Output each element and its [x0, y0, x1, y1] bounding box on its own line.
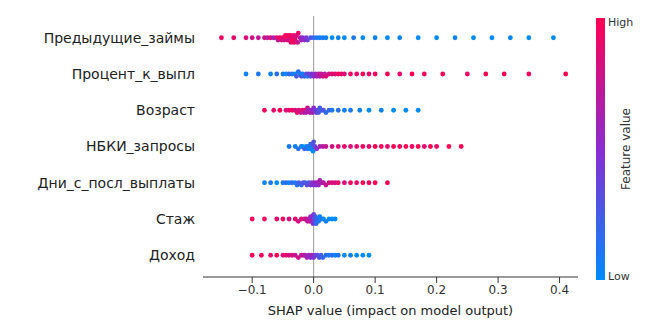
svg-text:Предыдущие_займы: Предыдущие_займы — [44, 30, 195, 46]
svg-text:НБКИ_запросы: НБКИ_запросы — [86, 138, 195, 154]
svg-text:−0.1: −0.1 — [238, 283, 267, 297]
svg-text:Возраст: Возраст — [136, 102, 195, 118]
svg-text:0.1: 0.1 — [366, 283, 385, 297]
svg-text:0.2: 0.2 — [427, 283, 446, 297]
svg-text:Процент_к_выпл: Процент_к_выпл — [72, 66, 195, 82]
svg-text:0.3: 0.3 — [489, 283, 508, 297]
svg-text:Low: Low — [608, 270, 630, 283]
svg-text:SHAP value (impact on model ou: SHAP value (impact on model output) — [268, 303, 513, 318]
svg-text:0.0: 0.0 — [304, 283, 323, 297]
svg-text:Доход: Доход — [149, 247, 195, 263]
svg-text:Дни_с_посл_выплаты: Дни_с_посл_выплаты — [38, 175, 195, 191]
svg-text:0.4: 0.4 — [550, 283, 569, 297]
svg-text:High: High — [608, 16, 633, 29]
svg-text:Стаж: Стаж — [156, 211, 196, 227]
svg-text:Feature value: Feature value — [619, 108, 633, 190]
